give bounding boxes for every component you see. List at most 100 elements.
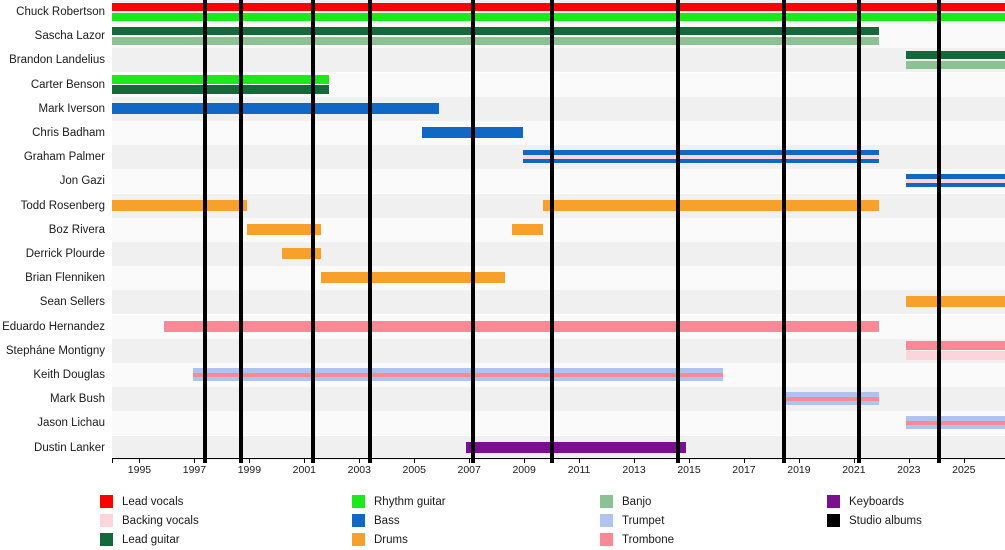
legend-swatch-icon — [100, 514, 113, 527]
member-name-label: Brian Flenniken — [25, 272, 105, 285]
legend-label: Lead vocals — [122, 495, 184, 508]
member-name-label: Eduardo Hernandez — [2, 320, 105, 333]
timeline-bar-lead-guitar — [112, 26, 879, 36]
row-background — [112, 121, 1005, 145]
timeline-bar-lead-guitar — [112, 85, 330, 94]
member-name-label: Chuck Robertson — [16, 6, 105, 18]
member-name-label: Boz Rivera — [48, 223, 105, 236]
timeline-bar-keyboards — [466, 441, 687, 453]
x-axis-tick-label: 2011 — [567, 464, 591, 476]
legend-item[interactable]: Keyboards — [827, 492, 922, 511]
timeline-bar-drums — [320, 272, 505, 284]
timeline-bar-drums — [282, 248, 321, 259]
x-axis-tick — [689, 458, 690, 463]
member-name-label: Sascha Lazor — [34, 30, 105, 43]
timeline-bar-banjo — [906, 60, 1005, 70]
timeline-row: Stepháne Montigny — [0, 338, 1005, 363]
legend-item[interactable]: Rhythm guitar — [352, 492, 446, 511]
studio-album-marker — [471, 0, 476, 463]
chart-legend: Lead vocals Backing vocals Lead guitar Rhyt… — [0, 492, 1005, 550]
legend-item[interactable]: Studio albums — [827, 511, 922, 530]
studio-album-marker — [857, 0, 862, 463]
legend-swatch-icon — [827, 514, 840, 527]
row-background — [112, 242, 1005, 266]
legend-item[interactable]: Bass — [352, 511, 446, 530]
legend-swatch-icon — [600, 495, 613, 508]
x-axis-tick — [798, 458, 800, 463]
member-name-label: Sean Sellers — [39, 296, 105, 309]
timeline-row: Sascha Lazor — [0, 24, 1005, 49]
timeline-row: Todd Rosenberg — [0, 193, 1005, 218]
legend-item[interactable]: Trumpet — [600, 511, 674, 530]
x-axis-tick-label: 2007 — [457, 464, 481, 476]
legend-label: Lead guitar — [122, 533, 180, 546]
x-axis-tick — [853, 458, 855, 463]
legend-item[interactable]: Drums — [352, 530, 446, 549]
member-name-label: Jason Lichau — [37, 417, 105, 430]
member-name-label: Graham Palmer — [23, 151, 105, 164]
x-axis-tick-label: 2023 — [897, 464, 921, 476]
legend-label: Studio albums — [849, 514, 922, 527]
timeline-row: Carter Benson — [0, 72, 1005, 97]
timeline-row: Brian Flenniken — [0, 266, 1005, 291]
timeline-bar-drums — [906, 296, 1005, 308]
timeline-row: Eduardo Hernandez — [0, 314, 1005, 339]
x-axis-line — [112, 458, 1005, 459]
legend-label: Trombone — [622, 533, 674, 546]
row-background — [112, 290, 1005, 315]
studio-album-marker — [549, 0, 554, 463]
timeline-bar-rhythm-guitar — [112, 12, 1005, 21]
member-name-label: Carter Benson — [30, 78, 105, 91]
member-name-label: Derrick Plourde — [25, 248, 105, 260]
timeline-row: Jason Lichau — [0, 411, 1005, 436]
timeline-row: Graham Palmer — [0, 145, 1005, 170]
x-axis-tick — [908, 458, 910, 463]
row-background — [112, 48, 1005, 73]
x-axis-tick — [304, 458, 306, 463]
x-axis-left-cap — [112, 458, 113, 463]
member-name-label: Keith Douglas — [33, 369, 105, 381]
timeline-bar-drums — [543, 199, 879, 211]
studio-album-marker — [937, 0, 942, 463]
timeline-bar-trombone — [164, 320, 879, 332]
timeline-row: Chris Badham — [0, 121, 1005, 145]
x-axis-tick — [359, 458, 361, 463]
timeline-row: Jon Gazi — [0, 169, 1005, 194]
legend-swatch-icon — [100, 495, 113, 508]
x-axis-tick-label: 2009 — [512, 464, 536, 476]
row-background — [112, 338, 1005, 363]
row-background — [112, 266, 1005, 291]
timeline-bar-lead-guitar — [906, 50, 1005, 60]
legend-label: Bass — [374, 514, 400, 527]
x-axis-tick-label: 2013 — [622, 464, 646, 476]
member-name-label: Mark Iverson — [38, 102, 105, 115]
x-axis-tick — [579, 458, 581, 463]
legend-label: Drums — [374, 533, 408, 546]
legend-swatch-icon — [352, 514, 365, 527]
x-axis: 1995 1997 1999 2001 2003 2005 2007 2009 2011 2013… — [0, 458, 1005, 484]
timeline-bar-drums — [246, 223, 321, 235]
timeline-bar-bass — [112, 102, 439, 114]
legend-item[interactable]: Backing vocals — [100, 511, 199, 530]
member-name-label: Brandon Landelius — [9, 54, 105, 67]
x-axis-tick — [469, 458, 471, 463]
timeline-bar-trombone — [906, 420, 1005, 426]
legend-label: Banjo — [622, 495, 652, 508]
x-axis-tick-label: 2017 — [732, 464, 756, 476]
timeline-row: Keith Douglas — [0, 363, 1005, 387]
timeline-row: Brandon Landelius — [0, 48, 1005, 73]
legend-column: Banjo Trumpet Trombone — [600, 492, 674, 549]
legend-item[interactable]: Banjo — [600, 492, 674, 511]
timeline-row: Derrick Plourde — [0, 242, 1005, 266]
legend-item[interactable]: Lead vocals — [100, 492, 199, 511]
legend-item[interactable]: Lead guitar — [100, 530, 199, 549]
legend-item[interactable]: Trombone — [600, 530, 674, 549]
studio-album-marker — [203, 0, 208, 463]
x-axis-tick — [139, 458, 141, 463]
timeline-bar-rhythm-guitar — [112, 75, 330, 84]
legend-label: Backing vocals — [122, 514, 199, 527]
x-axis-tick-label: 2019 — [787, 464, 811, 476]
legend-swatch-icon — [827, 495, 840, 508]
x-axis-tick — [524, 458, 526, 463]
